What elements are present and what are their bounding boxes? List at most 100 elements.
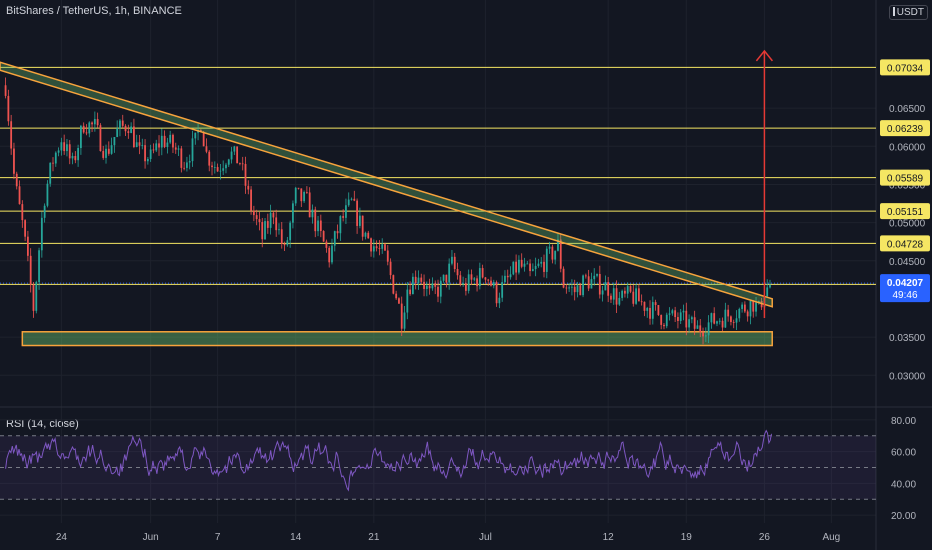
candle-body: [275, 217, 278, 231]
candle-body: [342, 216, 345, 218]
candle-body: [146, 158, 149, 162]
candle-body: [746, 311, 749, 317]
candle-body: [328, 247, 331, 263]
candle-body: [227, 159, 230, 165]
candle-body: [584, 275, 587, 277]
candle-body: [543, 261, 545, 272]
candle-body: [43, 205, 46, 218]
candle-body: [93, 119, 96, 125]
rsi-band: [0, 435, 876, 500]
level-badge: [880, 203, 930, 220]
axes: 0.06500 0.06000 0.05500 0.05000 0.04500 0.035…: [56, 104, 926, 543]
candle-body: [236, 146, 239, 164]
candle-body: [562, 268, 565, 288]
candle-body: [395, 293, 398, 299]
price-tick-label: 0.05500: [889, 180, 926, 191]
candle-body: [665, 314, 668, 327]
candle-body: [347, 199, 350, 206]
rsi-tick-label: 80.00: [891, 416, 916, 427]
currency-button[interactable]: USDT: [888, 5, 928, 20]
candle-body: [769, 285, 771, 288]
candle-body: [278, 229, 280, 231]
candle-body: [77, 148, 80, 161]
rsi-tick-label: 60.00: [891, 448, 916, 459]
candle-body: [749, 300, 752, 317]
candle-body: [484, 277, 487, 280]
candle-body: [116, 128, 119, 137]
candle-body: [732, 322, 735, 323]
candle-body: [568, 287, 571, 289]
level-badge: [880, 235, 930, 252]
candle-body: [292, 203, 294, 223]
candle-body: [219, 170, 222, 172]
candle-body: [85, 132, 88, 134]
candle-body: [38, 250, 40, 283]
target-arrow: [755, 49, 773, 319]
candle-body: [434, 283, 437, 287]
candle-body: [375, 246, 378, 249]
candle-body: [690, 317, 693, 320]
candle-body: [557, 239, 559, 251]
candles: [4, 77, 771, 345]
candle-body: [308, 192, 311, 218]
candle-body: [314, 209, 317, 232]
candle-body: [372, 246, 375, 252]
rsi-tick-label: 40.00: [891, 479, 916, 490]
candle-body: [668, 313, 671, 315]
candle-body: [177, 148, 180, 150]
candle-body: [481, 268, 484, 278]
candle-body: [119, 120, 121, 129]
candle-body: [68, 144, 71, 159]
candle-body: [35, 282, 38, 311]
candle-body: [300, 188, 303, 202]
candle-body: [716, 321, 718, 324]
candle-body: [166, 142, 169, 148]
candle-body: [303, 191, 305, 202]
levels: [0, 66, 876, 285]
candle-body: [531, 269, 534, 272]
price-tick-label: 0.03500: [889, 333, 926, 344]
candle-body: [504, 275, 506, 283]
candle-body: [478, 268, 481, 287]
x-tick-label: 7: [215, 532, 221, 543]
candle-body: [216, 167, 219, 172]
candle-body: [345, 205, 347, 218]
candle-body: [124, 125, 127, 132]
trendline-band: [0, 61, 773, 308]
candle-body: [4, 85, 7, 96]
candle-body: [29, 255, 32, 285]
candle-body: [688, 319, 690, 328]
candle-body: [18, 186, 21, 205]
rsi-line: [5, 429, 772, 492]
candle-body: [587, 276, 590, 289]
candle-body: [618, 297, 621, 305]
candle-body: [651, 302, 654, 319]
candle-body: [174, 147, 177, 150]
candle-body: [518, 259, 520, 273]
candle-body: [615, 288, 618, 305]
candle-body: [180, 148, 183, 168]
candle-body: [188, 161, 191, 163]
x-tick-label: 12: [603, 532, 615, 543]
currency-label: USDT: [896, 7, 924, 18]
x-tick-label: 21: [368, 532, 380, 543]
candle-body: [21, 204, 24, 221]
candle-body: [10, 121, 13, 149]
level-badge: [880, 59, 930, 76]
candle-body: [451, 256, 453, 264]
candle-body: [286, 240, 289, 246]
candle-body: [194, 132, 197, 139]
rsi-series-line: [5, 429, 772, 492]
candle-body: [211, 165, 213, 168]
candle-body: [682, 310, 685, 313]
candle-body: [752, 300, 755, 312]
candle-body: [414, 276, 417, 284]
x-tick-label: Jul: [479, 532, 492, 543]
candle-body: [610, 295, 612, 300]
candle-body: [244, 163, 247, 186]
candle-body: [420, 277, 423, 282]
candle-body: [551, 246, 554, 260]
candle-body: [459, 275, 462, 285]
countdown-label: 49:46: [892, 290, 917, 301]
